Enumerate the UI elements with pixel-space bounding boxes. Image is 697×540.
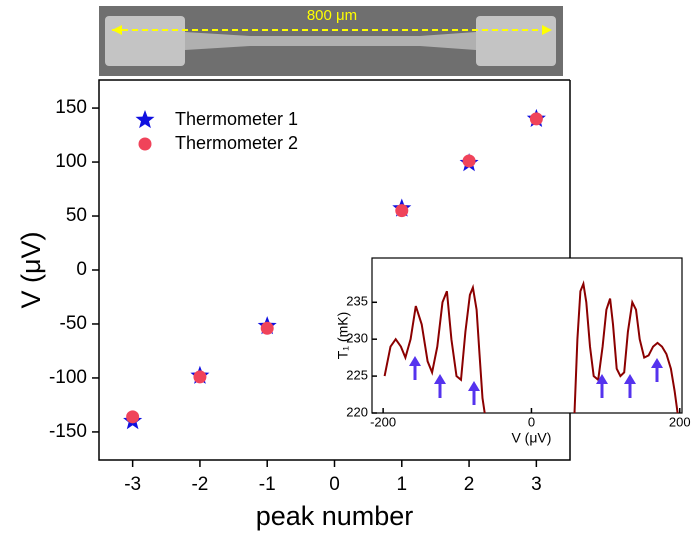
arrows xyxy=(409,356,663,405)
x-tick-label: 0 xyxy=(329,474,340,495)
x-tick-label: 1 xyxy=(396,474,407,495)
circle-marker xyxy=(529,112,543,126)
y-tick-label: -150 xyxy=(49,421,87,442)
y-tick-label: 0 xyxy=(76,259,87,280)
x-axis-label: peak number xyxy=(256,501,414,531)
y-tick-label: 100 xyxy=(55,151,87,172)
y-axis-label: V (μV) xyxy=(16,231,46,308)
data-line xyxy=(383,280,679,414)
y-tick-label: -100 xyxy=(49,367,87,388)
circle-marker xyxy=(462,154,476,168)
y-tick-label: 150 xyxy=(55,97,87,118)
inset-frame xyxy=(371,257,683,414)
y-tick-label: 225 xyxy=(346,368,368,383)
legend-marker xyxy=(138,137,152,151)
x-tick-label: -1 xyxy=(259,474,276,495)
x-axis-label: V (μV) xyxy=(511,430,551,446)
legend-marker xyxy=(135,110,155,129)
sem-image: 800 μm xyxy=(99,6,563,76)
legend-label: Thermometer 1 xyxy=(175,109,298,129)
x-tick-label: 3 xyxy=(531,474,542,495)
x-tick-label: -2 xyxy=(191,474,208,495)
y-tick-label: 220 xyxy=(346,404,368,419)
y-tick-label: 235 xyxy=(346,294,368,309)
circle-marker xyxy=(193,370,207,384)
scale-label: 800 μm xyxy=(307,7,357,24)
x-tick-label: -3 xyxy=(124,474,141,495)
x-tick-label: 200 xyxy=(669,414,691,429)
circle-marker xyxy=(395,204,409,218)
y-tick-label: 230 xyxy=(346,331,368,346)
x-tick-label: 0 xyxy=(528,414,535,429)
y-tick-label: -50 xyxy=(60,313,87,334)
x-tick-label: -200 xyxy=(370,414,396,429)
circle-marker xyxy=(260,321,274,335)
x-tick-label: 2 xyxy=(464,474,475,495)
legend-label: Thermometer 2 xyxy=(175,133,298,153)
y-axis-label: T₁ (mK) xyxy=(335,312,351,360)
circle-marker xyxy=(126,410,140,424)
inset-chart: -200 0 200 220 225 230 235 V (μV) T₁ (mK) xyxy=(335,257,691,446)
y-tick-label: 50 xyxy=(66,205,87,226)
